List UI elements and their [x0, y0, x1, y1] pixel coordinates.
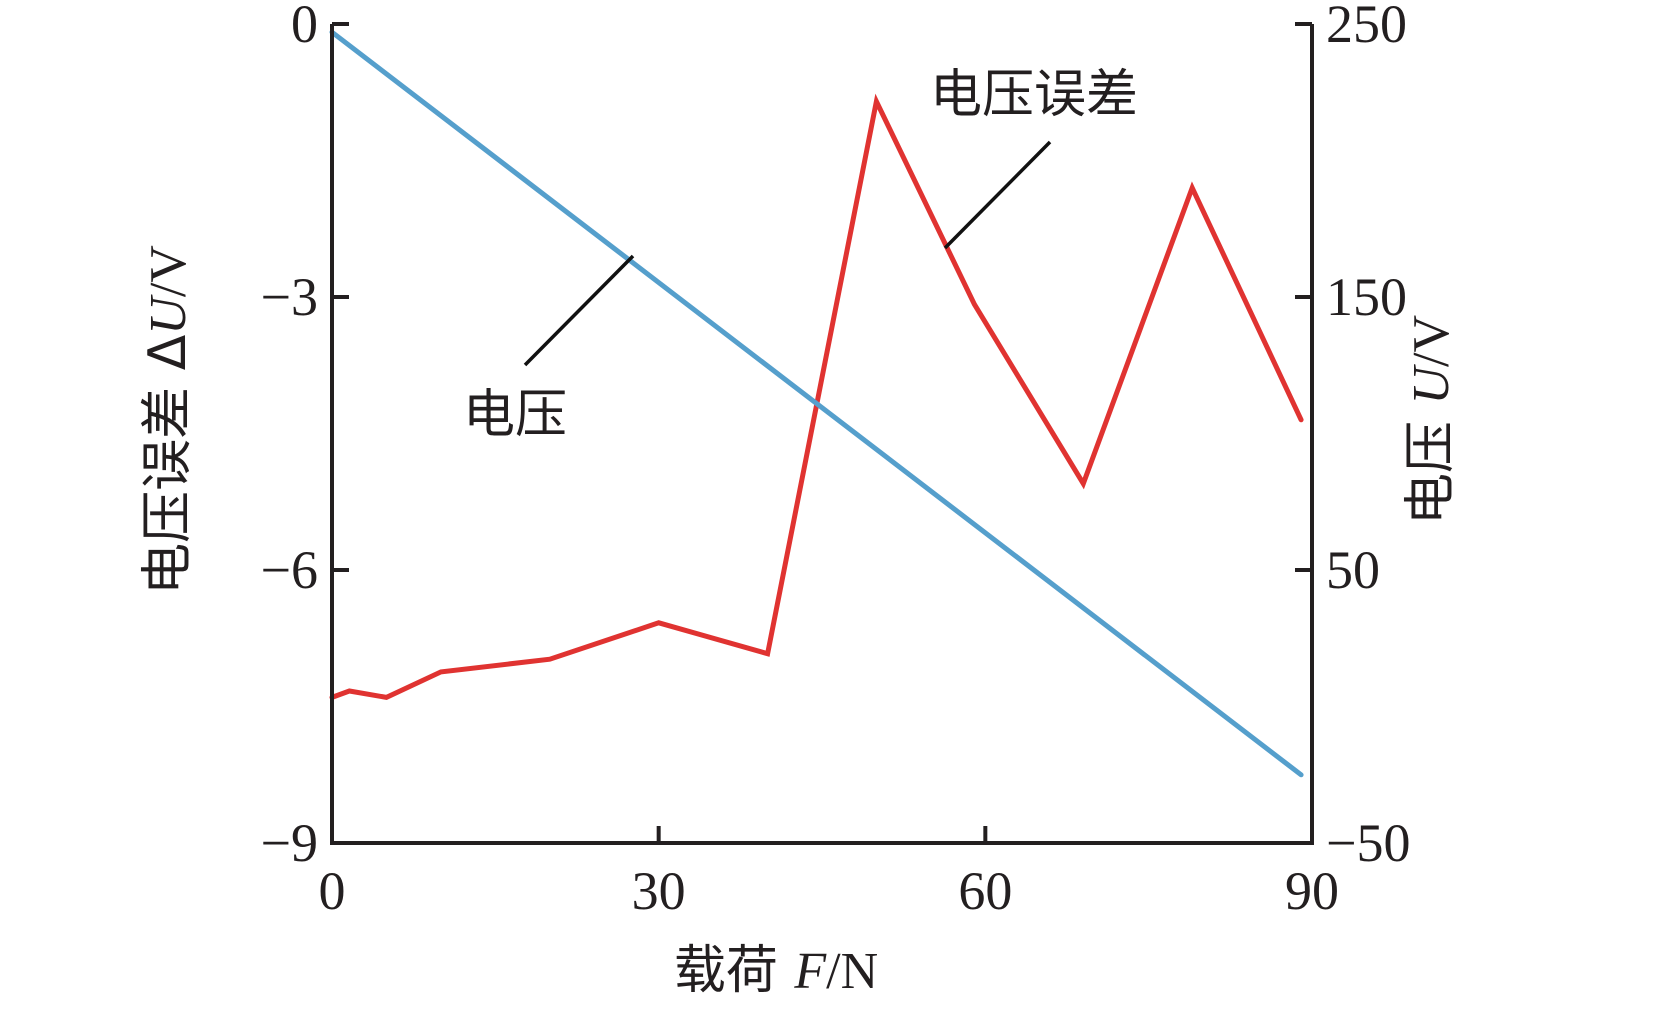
- axes-layer: [330, 24, 1314, 845]
- left-y-tick-label: −3: [261, 267, 318, 327]
- x-axis-label-var: F: [793, 943, 827, 1000]
- voltage-annotation-leader: [523, 254, 635, 367]
- right-y-tick-label: −50: [1326, 813, 1410, 873]
- left-y-tick-label: −9: [261, 813, 318, 873]
- x-tick-label: 90: [1285, 861, 1339, 921]
- right-y-tick-label: 150: [1326, 267, 1407, 327]
- x-tick-label: 60: [958, 861, 1012, 921]
- right-y-tick-label: 250: [1326, 0, 1407, 54]
- voltage-error-series-line: [329, 93, 1304, 700]
- right-y-axis-label: 电压 U/V: [1401, 315, 1461, 525]
- left-y-tick-label: 0: [291, 0, 318, 54]
- x-tick-label: 30: [632, 861, 686, 921]
- x-axis-label-unit: /N: [826, 943, 878, 1000]
- right-y-tick-label: 50: [1326, 540, 1380, 600]
- left-y-axis-label-var: U: [140, 294, 197, 335]
- voltage-series-line: [329, 29, 1304, 778]
- right-y-axis-label-var: U: [1403, 364, 1460, 405]
- x-axis-label-main: 载荷: [674, 941, 795, 1001]
- ticks-layer: 0 30 60 90 0 −3 −6 −9 250 150 50 −50: [261, 0, 1411, 921]
- voltage-series-annotation: 电压: [463, 385, 567, 445]
- error-series-annotation: 电压误差: [930, 65, 1138, 125]
- left-y-tick-label: −6: [261, 540, 318, 600]
- left-y-axis-label-main: 电压误差 Δ: [138, 334, 198, 595]
- left-y-axis-label-unit: /V: [140, 245, 197, 297]
- left-y-axis-label: 电压误差 ΔU/V: [138, 245, 198, 595]
- series-layer: [329, 29, 1304, 778]
- x-axis-label: 载荷 F/N: [674, 941, 878, 1001]
- error-annotation-leader: [943, 140, 1052, 250]
- x-tick-label: 0: [319, 861, 346, 921]
- right-y-axis-label-main: 电压: [1401, 405, 1461, 526]
- right-y-axis-label-unit: /V: [1403, 315, 1460, 367]
